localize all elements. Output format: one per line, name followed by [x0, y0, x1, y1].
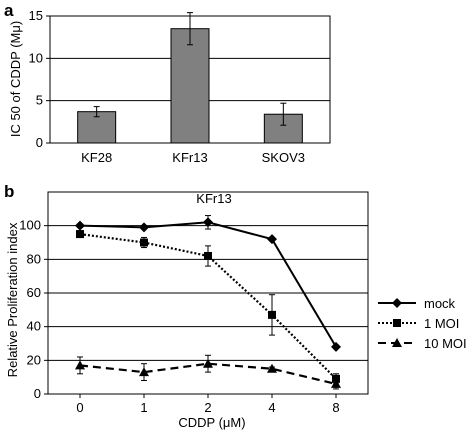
panel-b-letter: b — [4, 182, 14, 201]
panel-a-y-tick-label: 15 — [29, 8, 43, 23]
data-point-10-moi — [203, 358, 213, 368]
panel-b-y-tick-label: 40 — [27, 319, 41, 334]
panel-a-letter: a — [4, 1, 14, 20]
panel-b-y-tick-label: 20 — [27, 352, 41, 367]
panel-b-y-tick-label: 100 — [19, 218, 41, 233]
panel-b-legend: mock 1 MOI 10 MOI — [378, 296, 467, 351]
panel-b-x-tick-label: 8 — [332, 400, 339, 415]
legend-label-10-moi: 10 MOI — [424, 336, 467, 351]
data-point-10-moi — [331, 378, 341, 388]
panel-b-y-axis-title: Relative Proliferation index — [5, 222, 20, 377]
panel-a-category-label: KFr13 — [172, 150, 207, 165]
data-point-10-moi — [139, 367, 149, 377]
panel-b-x-tick-label: 2 — [204, 400, 211, 415]
panel-b-y-tick-label: 0 — [34, 386, 41, 401]
legend-marker-1-moi — [393, 319, 401, 327]
panel-a-y-tick-label: 10 — [29, 50, 43, 65]
data-point-10-moi — [267, 363, 277, 373]
bar-skov3 — [263, 113, 303, 144]
panel-b-y-tick-label: 80 — [27, 251, 41, 266]
data-point-mock — [139, 222, 149, 233]
data-point-1-moi — [140, 238, 148, 247]
series-line-mock — [79, 221, 337, 348]
data-point-1-moi — [204, 251, 212, 260]
data-point-1-moi — [76, 230, 84, 239]
line-chart-panel-b: 0 20 40 60 80 100 0 1 2 4 8 — [19, 191, 369, 415]
panel-a-y-tick-label: 5 — [36, 93, 43, 108]
legend-marker-mock — [392, 298, 402, 308]
legend-label-1-moi: 1 MOI — [424, 316, 459, 331]
data-point-mock — [75, 220, 85, 231]
panel-b-x-tick-label: 1 — [140, 400, 147, 415]
panel-a-y-axis-title: IC 50 of CDDP (Mμ) — [8, 21, 23, 137]
legend-marker-10-moi — [392, 338, 402, 347]
data-point-10-moi — [75, 360, 85, 370]
panel-b-title: KFr13 — [196, 191, 231, 206]
legend-label-mock: mock — [424, 296, 456, 311]
bar-kfr13 — [170, 28, 210, 144]
panel-b-x-axis-title: CDDP (μM) — [178, 415, 245, 430]
panel-a-category-label: KF28 — [81, 150, 112, 165]
panel-a-y-tick-label: 0 — [36, 135, 43, 150]
panel-b-y-tick-label: 60 — [27, 285, 41, 300]
panel-a-category-label: SKOV3 — [262, 150, 305, 165]
series-line-10-moi — [79, 362, 337, 385]
panel-b-x-tick-label: 0 — [76, 400, 83, 415]
bar-chart-panel-a: 0 5 10 15 KF28 KFr13 SKOV3 — [29, 8, 331, 165]
data-point-mock — [267, 234, 277, 245]
data-point-mock — [203, 217, 213, 228]
panel-b-x-tick-label: 4 — [268, 400, 275, 415]
data-point-1-moi — [268, 310, 276, 319]
data-point-mock — [331, 341, 341, 352]
